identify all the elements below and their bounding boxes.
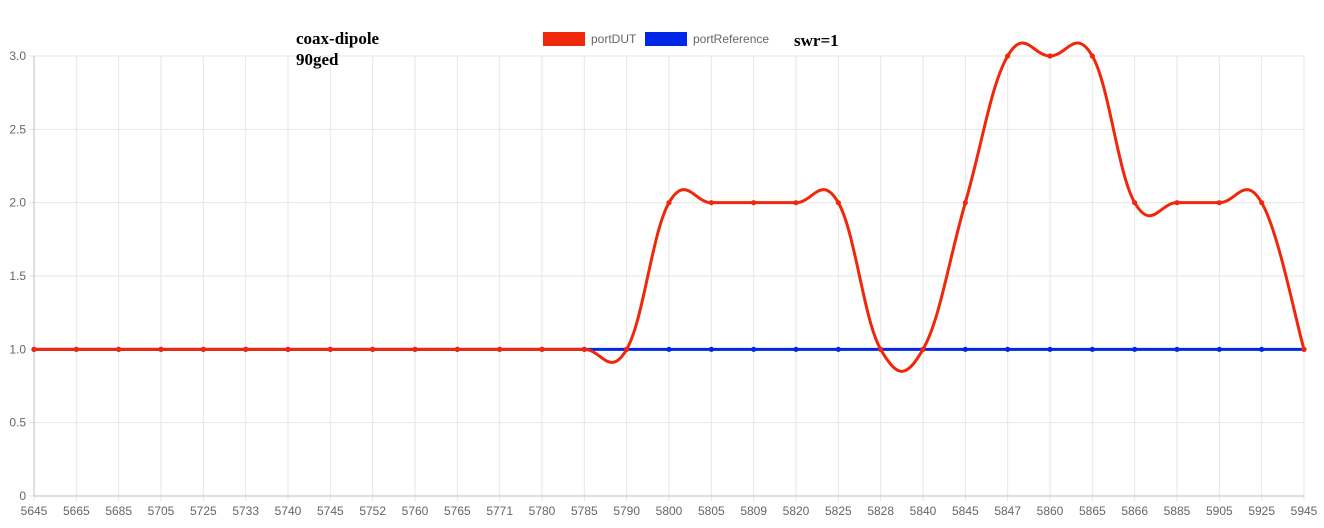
data-point-portDUT bbox=[1301, 346, 1307, 352]
data-point-portDUT bbox=[1259, 200, 1265, 206]
x-tick-label: 5820 bbox=[783, 504, 810, 518]
y-tick-label: 1.5 bbox=[9, 269, 26, 283]
x-tick-label: 5828 bbox=[867, 504, 894, 518]
x-tick-label: 5705 bbox=[148, 504, 175, 518]
x-tick-label: 5785 bbox=[571, 504, 598, 518]
data-point-portReference bbox=[835, 346, 841, 352]
data-point-portDUT bbox=[920, 346, 926, 352]
y-tick-label: 1.0 bbox=[9, 342, 26, 356]
data-point-portDUT bbox=[243, 346, 249, 352]
data-point-portDUT bbox=[708, 200, 714, 206]
data-point-portReference bbox=[1259, 346, 1265, 352]
data-point-portDUT bbox=[878, 346, 884, 352]
series-line-portDUT bbox=[32, 41, 1306, 373]
data-point-portDUT bbox=[1089, 53, 1095, 59]
data-point-portReference bbox=[1132, 346, 1138, 352]
data-point-portReference bbox=[708, 346, 714, 352]
data-point-portDUT bbox=[624, 346, 630, 352]
annotation-90ged: 90ged bbox=[296, 50, 339, 69]
data-point-portDUT bbox=[581, 346, 587, 352]
y-tick-label: 2.0 bbox=[9, 196, 26, 210]
x-tick-label: 5860 bbox=[1037, 504, 1064, 518]
legend-swatch-portReference bbox=[645, 32, 687, 46]
data-point-portReference bbox=[1005, 346, 1011, 352]
x-tick-label: 5733 bbox=[232, 504, 259, 518]
y-tick-label: 2.5 bbox=[9, 122, 26, 136]
data-point-portDUT bbox=[835, 200, 841, 206]
data-point-portReference bbox=[1174, 346, 1180, 352]
x-tick-label: 5945 bbox=[1291, 504, 1318, 518]
legend-label-portDUT: portDUT bbox=[591, 32, 637, 46]
y-tick-label: 0.5 bbox=[9, 416, 26, 430]
data-point-portDUT bbox=[793, 200, 799, 206]
x-tick-label: 5725 bbox=[190, 504, 217, 518]
data-point-portDUT bbox=[1132, 200, 1138, 206]
legend-swatch-portDUT bbox=[543, 32, 585, 46]
data-point-portReference bbox=[666, 346, 672, 352]
x-tick-label: 5805 bbox=[698, 504, 725, 518]
x-tick-label: 5685 bbox=[105, 504, 132, 518]
x-tick-label: 5905 bbox=[1206, 504, 1233, 518]
y-tick-label: 0 bbox=[19, 489, 26, 503]
x-tick-label: 5790 bbox=[613, 504, 640, 518]
legend: portDUT portReference bbox=[543, 32, 769, 46]
x-tick-label: 5840 bbox=[910, 504, 937, 518]
x-tick-label: 5780 bbox=[529, 504, 556, 518]
data-point-portDUT bbox=[751, 200, 757, 206]
data-point-portDUT bbox=[200, 346, 206, 352]
data-point-portReference bbox=[962, 346, 968, 352]
data-point-portDUT bbox=[497, 346, 503, 352]
x-tick-label: 5809 bbox=[740, 504, 767, 518]
x-tick-label: 5825 bbox=[825, 504, 852, 518]
data-point-portDUT bbox=[454, 346, 460, 352]
x-tick-label: 5765 bbox=[444, 504, 471, 518]
x-tick-label: 5760 bbox=[402, 504, 429, 518]
data-point-portDUT bbox=[116, 346, 122, 352]
data-point-portDUT bbox=[412, 346, 418, 352]
data-point-portDUT bbox=[158, 346, 164, 352]
x-tick-label: 5740 bbox=[275, 504, 302, 518]
x-tick-label: 5845 bbox=[952, 504, 979, 518]
data-point-portReference bbox=[1047, 346, 1053, 352]
data-point-portDUT bbox=[962, 200, 968, 206]
data-point-portDUT bbox=[285, 346, 291, 352]
data-point-portDUT bbox=[370, 346, 376, 352]
data-point-portReference bbox=[1089, 346, 1095, 352]
data-point-portDUT bbox=[31, 346, 37, 352]
data-point-portDUT bbox=[1047, 53, 1053, 59]
annotation-swr: swr=1 bbox=[794, 31, 839, 50]
x-tick-label: 5665 bbox=[63, 504, 90, 518]
x-tick-label: 5745 bbox=[317, 504, 344, 518]
data-point-portDUT bbox=[1005, 53, 1011, 59]
annotation-coax-dipole: coax-dipole bbox=[296, 29, 380, 48]
legend-label-portReference: portReference bbox=[693, 32, 769, 46]
data-point-portDUT bbox=[1216, 200, 1222, 206]
x-tick-label: 5771 bbox=[486, 504, 513, 518]
data-point-portReference bbox=[1216, 346, 1222, 352]
data-point-portReference bbox=[793, 346, 799, 352]
data-point-portDUT bbox=[1174, 200, 1180, 206]
x-tick-label: 5800 bbox=[656, 504, 683, 518]
y-tick-label: 3.0 bbox=[9, 49, 26, 63]
data-point-portDUT bbox=[666, 200, 672, 206]
x-tick-label: 5866 bbox=[1121, 504, 1148, 518]
x-tick-label: 5847 bbox=[994, 504, 1021, 518]
x-tick-label: 5925 bbox=[1248, 504, 1275, 518]
data-point-portReference bbox=[751, 346, 757, 352]
series-layer bbox=[31, 41, 1307, 373]
x-tick-label: 5752 bbox=[359, 504, 386, 518]
axes: 5645 5665 5685 5705 5725 5733 5740 5745 5752 5760… bbox=[9, 49, 1317, 518]
data-point-portDUT bbox=[539, 346, 545, 352]
data-point-portDUT bbox=[327, 346, 333, 352]
x-tick-label: 5645 bbox=[21, 504, 48, 518]
x-tick-label: 5865 bbox=[1079, 504, 1106, 518]
x-tick-label: 5885 bbox=[1164, 504, 1191, 518]
data-point-portDUT bbox=[73, 346, 79, 352]
